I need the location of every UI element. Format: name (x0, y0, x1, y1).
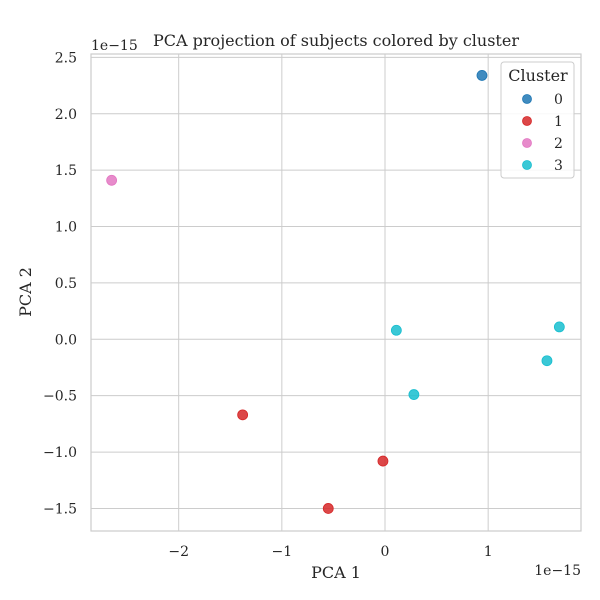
x-tick-labels: −2 −1 0 1 (168, 544, 492, 560)
y-tick-label: 2.0 (55, 107, 77, 123)
legend-marker (522, 138, 532, 148)
data-point-cluster-3 (390, 324, 402, 336)
y-tick-label: 0.0 (55, 332, 77, 348)
legend-label: 0 (554, 92, 563, 108)
y-tick-label: −0.5 (43, 389, 77, 405)
data-point-cluster-1 (322, 503, 334, 514)
x-tick-label: −1 (272, 544, 293, 560)
legend-label: 2 (554, 136, 563, 152)
grid-lines (91, 54, 581, 531)
y-tick-label: 2.5 (55, 50, 77, 66)
legend-items: 0 1 2 3 (522, 92, 563, 174)
plot-area (90, 53, 582, 532)
y-tick-label: 1.5 (55, 163, 77, 179)
data-point-cluster-3 (541, 355, 553, 367)
legend-marker (522, 94, 532, 104)
legend-title: Cluster (508, 66, 568, 85)
data-point-cluster-0 (476, 70, 488, 81)
x-axis-label: PCA 1 (311, 563, 361, 582)
data-point-cluster-1 (377, 455, 389, 467)
x-tick-label: 0 (381, 544, 390, 560)
x-tick-label: −2 (168, 544, 189, 560)
data-points (106, 70, 565, 514)
legend-marker (522, 116, 532, 126)
y-axis-label: PCA 2 (16, 267, 35, 317)
y-offset-label: 1e−15 (91, 38, 138, 54)
y-tick-label: −1.0 (43, 445, 77, 461)
y-tick-labels: −1.5 −1.0 −0.5 0.0 0.5 1.0 1.5 2.0 2.5 (43, 50, 77, 517)
y-tick-label: −1.5 (43, 501, 77, 517)
legend-box (500, 61, 575, 179)
legend: Cluster 0 1 2 3 (500, 61, 575, 179)
chart-title: PCA projection of subjects colored by cl… (153, 31, 519, 50)
x-offset-label: 1e−15 (534, 563, 581, 579)
data-point-cluster-2 (106, 174, 118, 186)
legend-label: 1 (554, 114, 563, 130)
data-point-cluster-3 (553, 321, 565, 333)
legend-marker (522, 160, 532, 170)
data-point-cluster-1 (237, 409, 249, 421)
x-tick-label: 1 (484, 544, 493, 560)
legend-label: 3 (554, 158, 563, 174)
y-tick-label: 1.0 (55, 220, 77, 236)
y-tick-label: 0.5 (55, 276, 77, 292)
data-point-cluster-3 (408, 389, 420, 400)
